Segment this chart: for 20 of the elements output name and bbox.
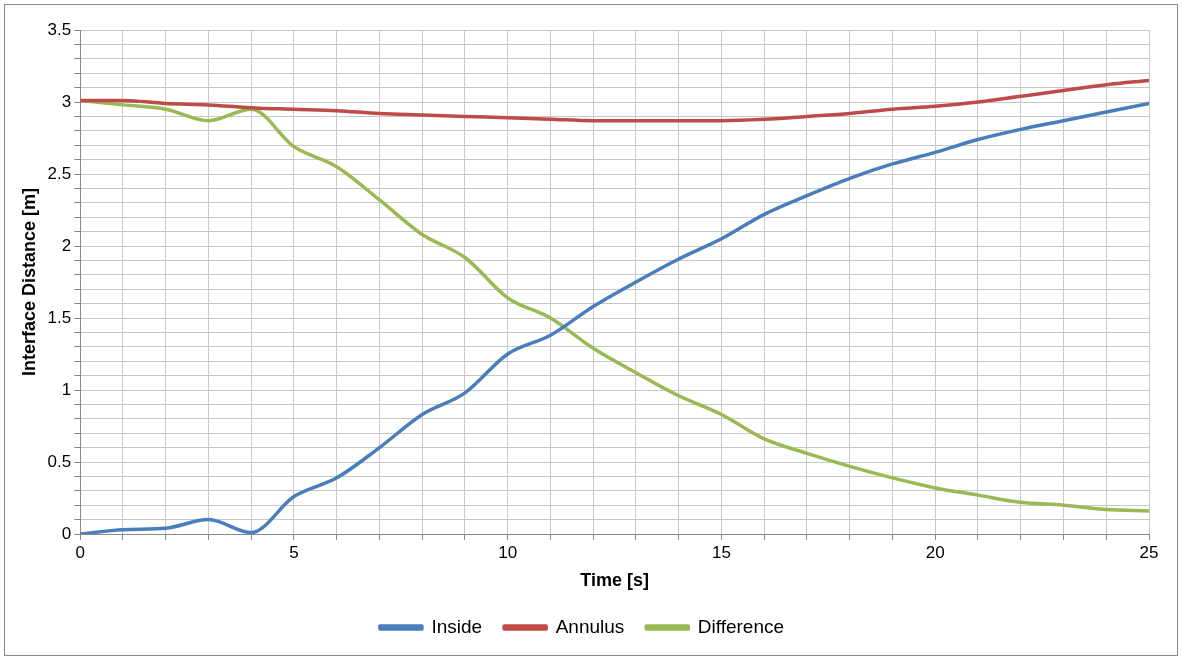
y-tick-label: 0.5	[47, 451, 72, 471]
line-series	[80, 78, 1149, 123]
x-axis-title: Time [s]	[580, 570, 649, 591]
y-tick-label: 0	[61, 523, 72, 543]
legend-label: Difference	[697, 615, 785, 637]
legend-label: Annulus	[555, 615, 625, 637]
y-tick-label: 2.5	[47, 163, 72, 183]
y-tick-label: 1	[61, 379, 72, 399]
legend-label: Inside	[431, 615, 483, 637]
x-tick-label: 0	[75, 542, 85, 562]
y-axis-title: Interface Distance [m]	[18, 187, 39, 377]
y-tick-label: 3	[61, 91, 72, 111]
x-tick-label: 15	[712, 542, 731, 562]
x-tick-label: 20	[925, 542, 945, 562]
x-tick-label: 25	[1139, 542, 1159, 562]
y-tick-label: 2	[61, 235, 72, 255]
x-tick-label: 5	[289, 542, 299, 562]
y-tick-label: 3.5	[47, 19, 72, 39]
x-tick-label: 10	[498, 542, 518, 562]
y-tick-label: 1.5	[47, 307, 72, 327]
